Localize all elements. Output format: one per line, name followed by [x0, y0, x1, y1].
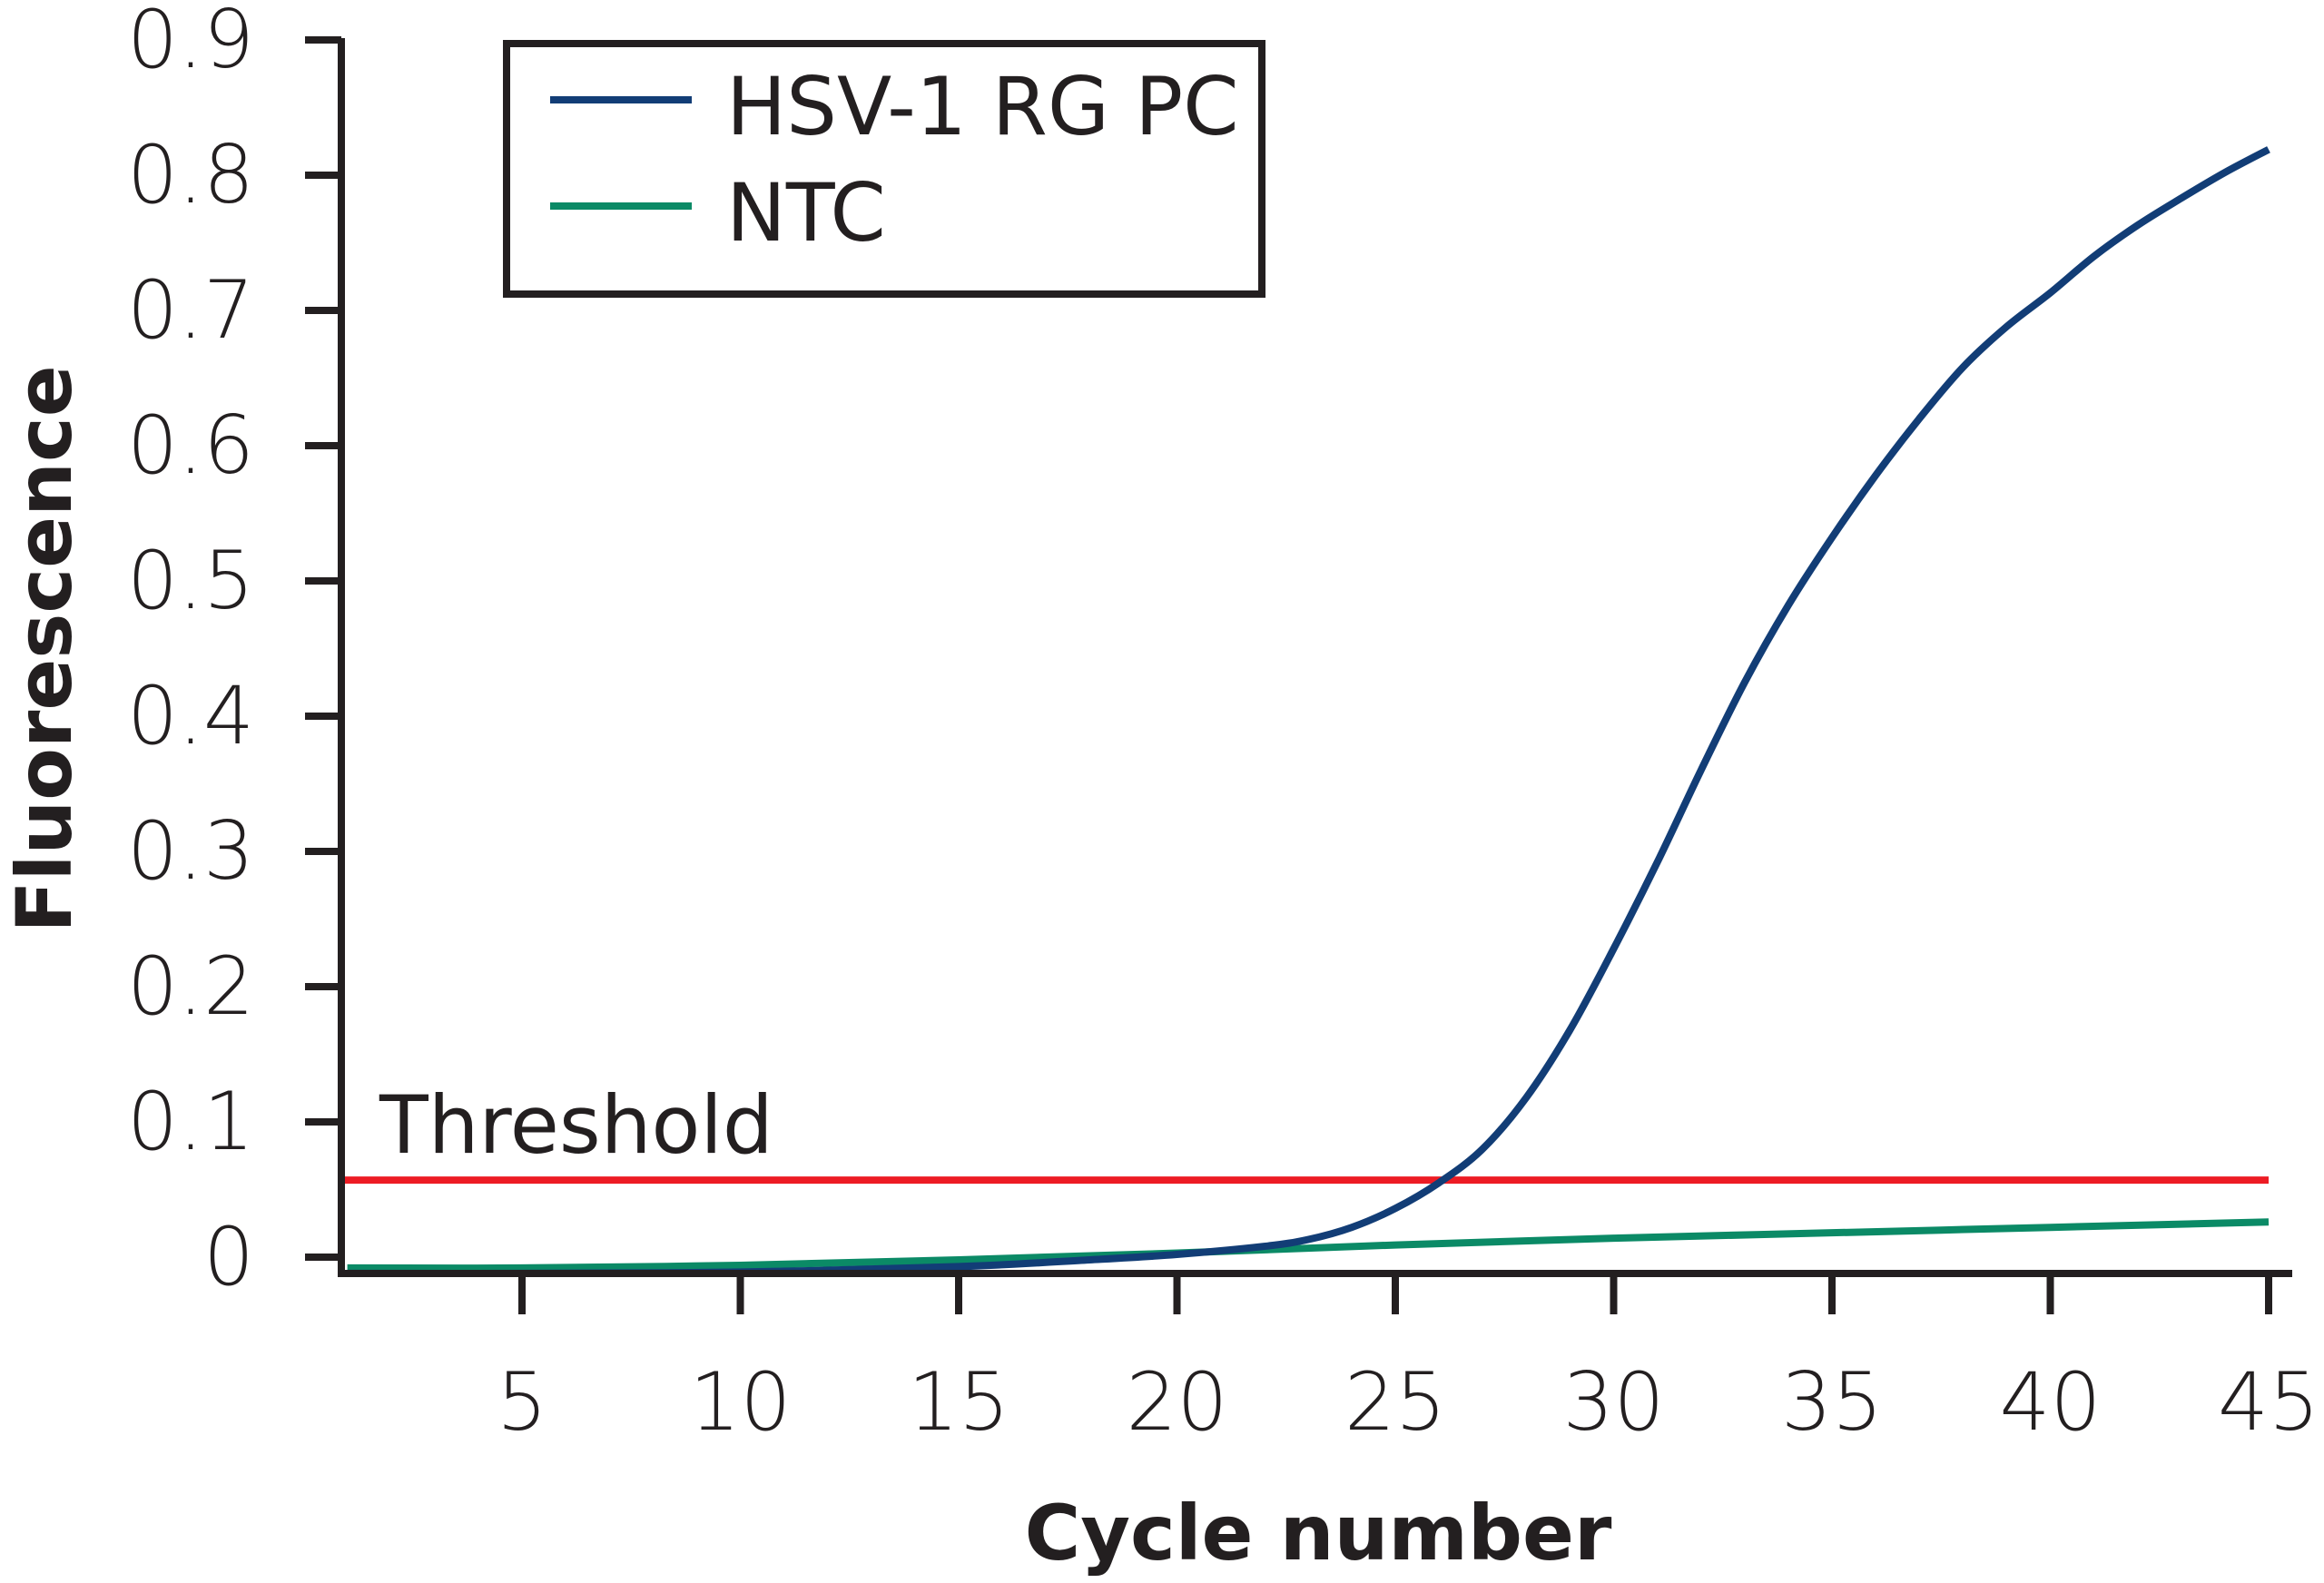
y-tick-label: 0.3: [127, 804, 254, 898]
legend: HSV-1 RG PC NTC: [503, 40, 1265, 298]
y-tick-label: 0.1: [127, 1075, 254, 1168]
series-line-ntc: [347, 1218, 2270, 1273]
y-tick-label: 0.9: [127, 0, 254, 86]
y-axis-ticks: 0 0.1 0.2 0.3 0.4 0.5 0.6 0.7 0.8 0.9: [127, 0, 341, 1303]
x-tick-label: 35: [1781, 1355, 1883, 1449]
plot-lines: [345, 146, 2270, 1277]
legend-box: [503, 40, 1265, 298]
y-axis-title: Fluorescence: [0, 365, 89, 932]
x-tick-label: 20: [1127, 1355, 1228, 1449]
legend-label-hsv1: HSV-1 RG PC: [726, 60, 1239, 153]
x-tick-label: 25: [1344, 1355, 1446, 1449]
y-tick-label: 0.7: [127, 263, 254, 357]
x-axis-ticks: 5 10 15 20 25 30 35 40 45: [497, 1273, 2319, 1449]
y-tick-label: 0.8: [127, 128, 254, 221]
x-tick-label: 40: [2000, 1355, 2102, 1449]
x-tick-label: 5: [497, 1355, 547, 1449]
y-tick-label: 0.2: [127, 939, 254, 1033]
x-tick-label: 30: [1563, 1355, 1665, 1449]
series-line-hsv1-rg-pc: [347, 146, 2270, 1277]
x-tick-label: 10: [690, 1355, 792, 1449]
threshold-label: Threshold: [379, 1078, 773, 1172]
y-tick-label: 0: [203, 1210, 254, 1303]
legend-label-ntc: NTC: [726, 166, 886, 260]
x-axis-title: Cycle number: [1025, 1489, 1612, 1578]
y-tick-label: 0.4: [127, 669, 254, 762]
y-tick-label: 0.5: [127, 534, 254, 627]
y-tick-label: 0.6: [127, 398, 254, 492]
x-tick-label: 45: [2218, 1355, 2319, 1449]
x-tick-label: 15: [908, 1355, 1009, 1449]
